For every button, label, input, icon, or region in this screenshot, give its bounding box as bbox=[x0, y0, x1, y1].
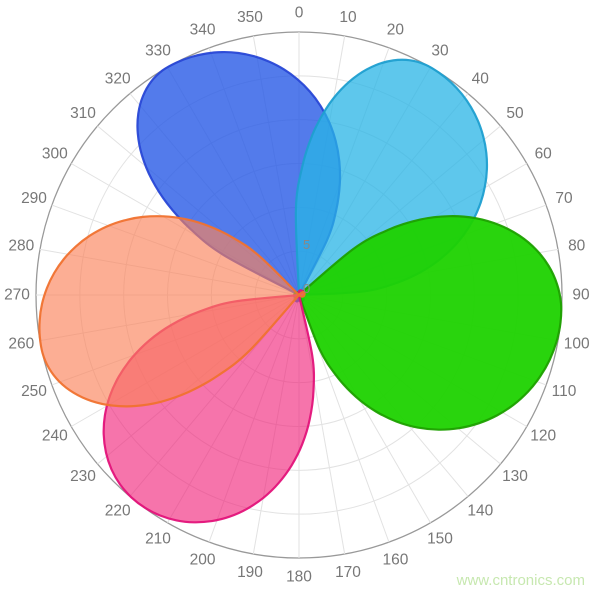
svg-text:80: 80 bbox=[568, 238, 586, 255]
svg-text:0: 0 bbox=[303, 281, 310, 296]
svg-text:190: 190 bbox=[237, 564, 263, 581]
svg-text:30: 30 bbox=[431, 42, 449, 59]
svg-text:210: 210 bbox=[145, 531, 171, 548]
svg-text:50: 50 bbox=[506, 105, 524, 122]
svg-text:130: 130 bbox=[502, 468, 528, 485]
svg-text:140: 140 bbox=[467, 503, 493, 520]
svg-text:300: 300 bbox=[42, 146, 68, 163]
svg-text:330: 330 bbox=[145, 42, 171, 59]
svg-text:280: 280 bbox=[8, 238, 34, 255]
svg-text:120: 120 bbox=[530, 428, 556, 445]
svg-text:www.cntronics.com: www.cntronics.com bbox=[456, 572, 585, 589]
svg-text:10: 10 bbox=[339, 9, 357, 26]
svg-text:200: 200 bbox=[190, 552, 216, 569]
svg-text:340: 340 bbox=[190, 22, 216, 39]
svg-text:310: 310 bbox=[70, 105, 96, 122]
svg-text:110: 110 bbox=[552, 383, 577, 400]
svg-text:70: 70 bbox=[555, 190, 573, 207]
svg-text:320: 320 bbox=[105, 71, 131, 88]
svg-text:270: 270 bbox=[4, 287, 30, 304]
svg-text:0: 0 bbox=[295, 5, 304, 22]
svg-text:90: 90 bbox=[572, 287, 590, 304]
svg-text:60: 60 bbox=[535, 146, 553, 163]
svg-text:240: 240 bbox=[42, 428, 68, 445]
svg-text:160: 160 bbox=[382, 552, 408, 569]
svg-text:40: 40 bbox=[472, 71, 490, 88]
svg-text:290: 290 bbox=[21, 190, 47, 207]
svg-text:250: 250 bbox=[21, 383, 47, 400]
svg-text:260: 260 bbox=[8, 336, 34, 353]
svg-text:170: 170 bbox=[335, 564, 361, 581]
svg-text:150: 150 bbox=[427, 531, 453, 548]
svg-text:180: 180 bbox=[286, 569, 312, 586]
svg-text:5: 5 bbox=[303, 237, 310, 252]
svg-text:230: 230 bbox=[70, 468, 96, 485]
svg-text:350: 350 bbox=[237, 9, 263, 26]
svg-text:100: 100 bbox=[564, 336, 590, 353]
svg-text:20: 20 bbox=[387, 22, 405, 39]
svg-text:220: 220 bbox=[105, 503, 131, 520]
